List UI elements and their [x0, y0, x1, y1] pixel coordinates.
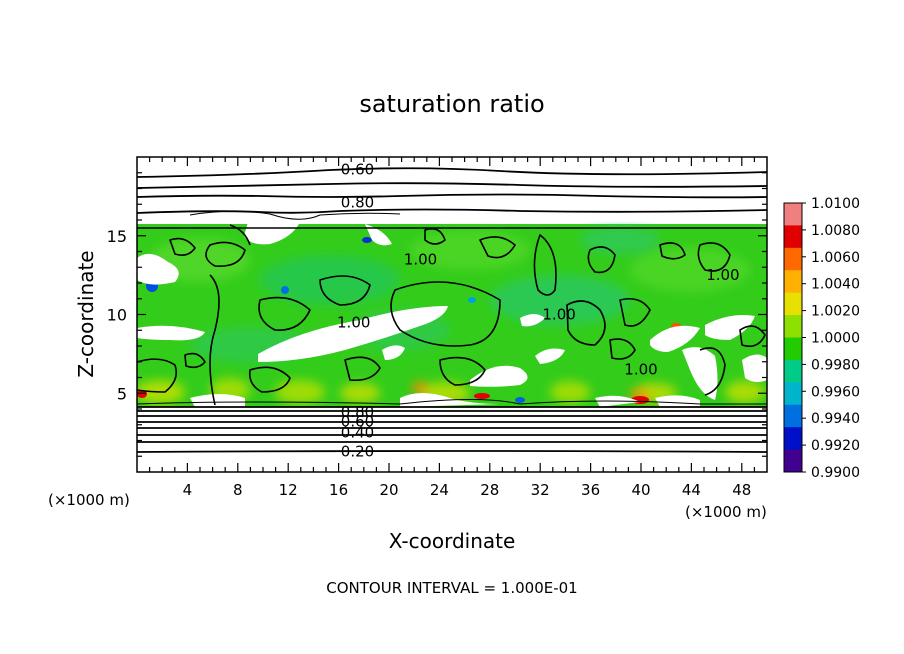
contour-label: 0.80 — [341, 403, 374, 421]
colorbar-swatch — [784, 449, 802, 473]
plot-area — [137, 157, 767, 472]
colorbar-label: 1.0060 — [811, 250, 860, 266]
colorbar-swatch — [784, 404, 802, 428]
contour-label: 0.80 — [341, 194, 374, 212]
colorbar-swatch — [784, 427, 802, 451]
y-tick-label: 10 — [107, 306, 127, 325]
contour-label: 1.00 — [706, 266, 739, 284]
saturation-field — [137, 222, 767, 407]
colorbar-label: 0.9980 — [811, 357, 860, 373]
contour-label: 1.00 — [542, 306, 575, 324]
colorbar-label: 1.0100 — [811, 196, 860, 212]
colorbar-label: 1.0020 — [811, 304, 860, 320]
colorbar-swatch — [784, 225, 802, 249]
x-tick-label: 44 — [682, 481, 701, 499]
colorbar-label: 1.0040 — [811, 277, 860, 293]
x-axis-title: X-coordinate — [389, 529, 516, 553]
y-tick-label: 15 — [107, 227, 127, 246]
colorbar-label: 1.0000 — [811, 331, 860, 347]
contour-label: 0.40 — [341, 424, 374, 442]
contour-label: 1.00 — [404, 250, 437, 268]
x-tick-label: 12 — [279, 481, 298, 499]
x-tick-label: 36 — [581, 481, 600, 499]
x-tick-label: 8 — [233, 481, 243, 499]
colorbar-swatch — [784, 270, 802, 294]
colorbar-label: 0.9960 — [811, 384, 860, 400]
contour-labels: 0.600.801.001.001.001.001.000.800.600.40… — [337, 161, 740, 461]
x-tick-label: 32 — [531, 481, 550, 499]
x-axis: 4 8 12 16 20 24 28 32 36 40 44 48 — [149, 157, 756, 499]
x-tick-label: 48 — [732, 481, 751, 499]
contour-label: 0.60 — [341, 161, 374, 179]
colorbar-swatch — [784, 247, 802, 271]
colorbar-swatch — [784, 382, 802, 406]
colorbar-label: 0.9920 — [811, 438, 860, 454]
x-tick-label: 28 — [480, 481, 499, 499]
x-tick-label: 20 — [379, 481, 398, 499]
chart-title: saturation ratio — [359, 90, 544, 118]
x-tick-label: 40 — [631, 481, 650, 499]
colorbar-swatch — [784, 337, 802, 361]
x-tick-label: 4 — [183, 481, 193, 499]
colorbar-label: 0.9900 — [811, 465, 860, 481]
contour-label: 0.20 — [341, 443, 374, 461]
colorbar: 1.0100 1.0080 1.0060 1.0040 1.0020 1.0000 0.99… — [783, 196, 860, 481]
colorbar-label: 0.9940 — [811, 411, 860, 427]
colorbar-swatch — [784, 359, 802, 383]
x-unit-label: (×1000 m) — [685, 503, 767, 521]
colorbar-swatch — [784, 315, 802, 338]
contour-label: 0.60 — [341, 413, 374, 431]
y-tick-label: 5 — [117, 384, 127, 403]
colorbar-label: 1.0080 — [811, 223, 860, 239]
contour-label: 1.00 — [624, 361, 657, 379]
contour-label: 1.00 — [337, 313, 370, 331]
x-tick-label: 16 — [329, 481, 348, 499]
colorbar-swatch — [784, 292, 802, 316]
y-unit-label: (×1000 m) — [48, 491, 130, 509]
y-axis: 5 10 15 — [107, 172, 767, 457]
contour-interval-note: CONTOUR INTERVAL = 1.000E-01 — [326, 579, 577, 597]
lower-contours — [137, 406, 767, 453]
colorbar-swatch — [784, 203, 802, 226]
y-axis-title: Z-coordinate — [74, 250, 98, 377]
x-tick-label: 24 — [430, 481, 449, 499]
